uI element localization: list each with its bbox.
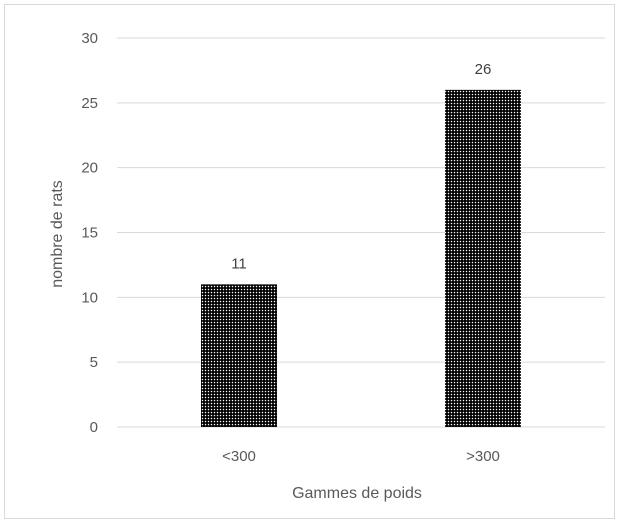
y-axis-tick-labels: 0 5 10 15 20 25 30 [81, 30, 98, 436]
x-axis-title: Gammes de poids [292, 485, 422, 502]
x-tick-label: >300 [466, 448, 500, 465]
x-tick-label: <300 [222, 448, 256, 465]
y-tick-label: 5 [90, 354, 98, 371]
x-axis-tick-labels: <300 >300 [222, 448, 500, 465]
y-tick-label: 15 [81, 225, 98, 242]
y-tick-label: 20 [81, 160, 98, 177]
data-label: 11 [231, 255, 247, 272]
y-tick-label: 25 [81, 95, 98, 112]
bars [201, 89, 521, 427]
bar [201, 284, 277, 427]
y-tick-label: 0 [90, 419, 98, 436]
y-tick-label: 10 [81, 289, 98, 306]
y-axis-title: nombre de rats [49, 180, 66, 288]
data-labels: 11 26 [231, 61, 491, 273]
y-tick-label: 30 [81, 30, 98, 47]
gridlines [117, 37, 605, 428]
data-label: 26 [475, 61, 492, 78]
bar [445, 89, 521, 427]
